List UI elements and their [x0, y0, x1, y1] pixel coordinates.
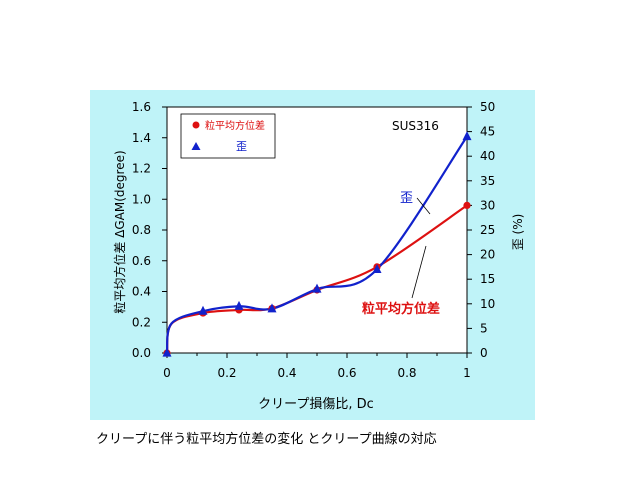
y-left-tick-label: 1.4 [132, 131, 151, 145]
x-tick-label: 0 [163, 366, 171, 380]
x-tick-label: 0.6 [337, 366, 356, 380]
series-2-point [267, 303, 277, 313]
y-right-tick-label: 0 [480, 346, 488, 360]
y-left-tick-label: 1.2 [132, 162, 151, 176]
series-2-point [372, 263, 382, 273]
figure-caption: クリープに伴う粒平均方位差の変化 とクリープ曲線の対応 [96, 432, 437, 447]
y-left-tick-label: 0.4 [132, 285, 151, 299]
series-2-point [312, 283, 322, 293]
x-tick-label: 0.8 [397, 366, 416, 380]
y-right-tick-label: 15 [480, 272, 495, 286]
x-tick-label: 0.2 [217, 366, 236, 380]
series-2-point [162, 347, 172, 357]
x-tick-label: 1 [463, 366, 471, 380]
y-left-tick-label: 0.2 [132, 315, 151, 329]
y-right-tick-label: 25 [480, 223, 495, 237]
x-axis-label: クリープ損傷比, Dc [258, 397, 374, 412]
y-left-tick-label: 1.0 [132, 192, 151, 206]
y-right-tick-label: 20 [480, 248, 495, 262]
material-annotation: SUS316 [392, 119, 439, 133]
y-right-tick-label: 35 [480, 174, 495, 188]
x-tick-label: 0.4 [277, 366, 296, 380]
legend-marker-triangle [191, 142, 201, 150]
data-markers [162, 131, 472, 357]
legend-marker-circle [192, 121, 200, 129]
y-right-tick-label: 45 [480, 125, 495, 139]
legend-label-1: 粒平均方位差 [205, 119, 265, 132]
axes: 0 0.2 0.4 0.6 0.8 1 0.0 0.2 0.4 0.6 0.8 1.0 1.2 1.4 1.… [132, 100, 495, 380]
curve-label-strain-leader [416, 197, 431, 215]
y-axis-right-label: 歪 (%) [511, 214, 525, 251]
legend-box [180, 113, 276, 159]
y-right-tick-label: 50 [480, 100, 495, 114]
y-right-tick-label: 40 [480, 149, 495, 163]
y-left-tick-label: 0.6 [132, 254, 151, 268]
y-right-tick-label: 5 [480, 321, 488, 335]
curve-label-gam-leader [411, 245, 427, 299]
curve-label-gam: 粒平均方位差 [362, 301, 440, 317]
y-left-tick-label: 1.6 [132, 100, 151, 114]
series-2-point [462, 131, 472, 141]
series-2-point [198, 305, 208, 315]
y-right-tick-label: 10 [480, 297, 495, 311]
y-left-tick-label: 0.8 [132, 223, 151, 237]
curve-label-strain: 歪 [400, 191, 413, 206]
y-axis-left-label: 粒平均方位差 ΔGAM(degree) [112, 150, 127, 313]
series-2-curve [165, 135, 468, 354]
legend-label-2: 歪 [236, 140, 247, 153]
series-1-point [463, 201, 471, 209]
series-2-point [234, 300, 244, 310]
y-right-tick-label: 30 [480, 198, 495, 212]
y-left-tick-label: 0.0 [132, 346, 151, 360]
